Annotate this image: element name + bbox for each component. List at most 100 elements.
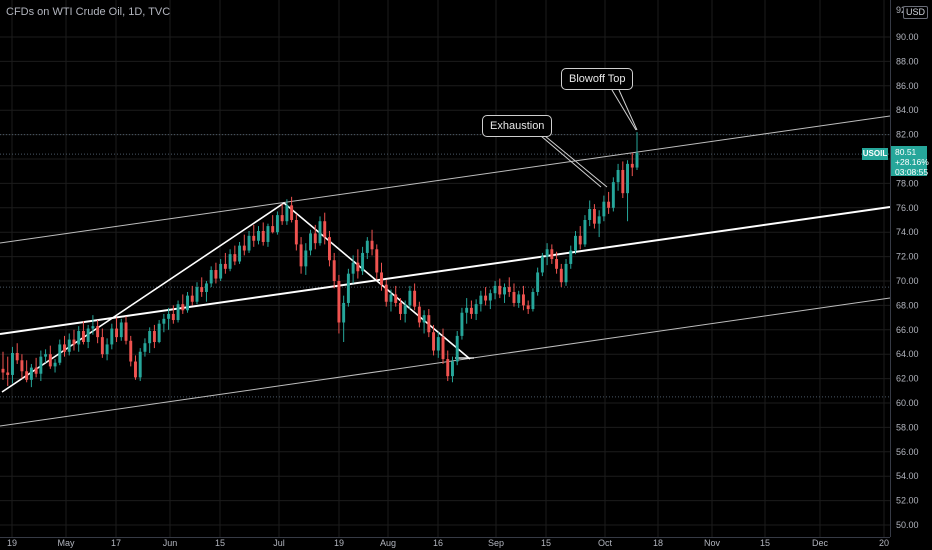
candle-body	[630, 163, 634, 168]
candle-body	[34, 367, 38, 374]
candle-body	[143, 343, 147, 352]
candle-body	[81, 331, 85, 342]
exhaustion-pointer	[540, 135, 602, 188]
bar-countdown: 03:08:55	[895, 167, 929, 177]
candle-body	[209, 270, 213, 284]
x-tick-label: 15	[760, 538, 770, 548]
candle-body	[1, 368, 5, 373]
candle-body	[616, 169, 620, 183]
y-tick-label: 90.00	[896, 32, 919, 42]
candle-body	[323, 221, 327, 238]
candle-body	[512, 291, 516, 303]
candle-body	[162, 318, 166, 324]
y-tick-label: 62.00	[896, 374, 919, 384]
symbol-price-label: USOIL	[862, 148, 888, 160]
x-tick-label: 15	[541, 538, 551, 548]
x-tick-label: Oct	[598, 538, 613, 548]
candle-body	[398, 302, 402, 314]
symbol-title[interactable]: CFDs on WTI Crude Oil, 1D, TVC	[6, 6, 171, 18]
candle-body	[134, 361, 137, 378]
candle-body	[380, 272, 383, 285]
candle-body	[417, 306, 421, 323]
candle-body	[361, 252, 365, 272]
x-tick-label: Jul	[273, 538, 285, 548]
candle-body	[507, 287, 511, 292]
candle-body	[280, 215, 284, 222]
x-tick-label: 16	[433, 538, 443, 548]
candle-body	[451, 361, 454, 377]
candle-body	[257, 230, 260, 241]
mid-channel-line	[0, 206, 891, 335]
x-tick-label: 19	[334, 538, 344, 548]
candle-body	[157, 323, 161, 342]
candle-body	[247, 235, 251, 251]
candle-body	[564, 263, 568, 283]
candle-body	[574, 235, 577, 251]
x-tick-label: Nov	[704, 538, 721, 548]
candle-body	[48, 354, 52, 367]
candle-body	[223, 263, 227, 269]
candle-body	[186, 295, 189, 311]
candle-body	[550, 249, 554, 260]
candle-body	[261, 230, 265, 242]
candle-body	[124, 322, 128, 341]
candle-body	[29, 367, 33, 380]
candle-body	[432, 332, 436, 351]
candle-body	[517, 294, 521, 303]
candle-body	[484, 295, 488, 301]
x-tick-label: Dec	[812, 538, 829, 548]
y-tick-label: 54.00	[896, 471, 919, 481]
candle-body	[214, 270, 218, 279]
x-tick-label: Sep	[488, 538, 504, 548]
candle-body	[578, 235, 582, 245]
blowoff-pointer	[618, 89, 638, 131]
candle-body	[370, 240, 374, 250]
current-price-badge: 80.51 +28.16% 03:08:55	[891, 146, 929, 177]
current-price: 80.51	[895, 147, 917, 157]
candle-body	[91, 326, 95, 329]
candle-body	[6, 372, 10, 375]
y-tick-label: 78.00	[896, 178, 919, 188]
candle-body	[394, 294, 398, 303]
y-tick-label: 58.00	[896, 422, 919, 432]
candle-body	[503, 287, 506, 295]
candle-body	[228, 254, 232, 269]
candle-body	[86, 328, 90, 342]
candle-body	[271, 226, 275, 233]
candle-body	[460, 312, 464, 336]
exhaustion-callout[interactable]: Exhaustion	[482, 115, 553, 137]
y-tick-label: 88.00	[896, 56, 919, 66]
candle-body	[299, 244, 303, 267]
candle-body	[115, 328, 119, 338]
candle-body	[626, 163, 630, 194]
currency-badge[interactable]: USD	[903, 6, 929, 19]
candle-body	[204, 283, 208, 292]
y-tick-label: 64.00	[896, 349, 919, 359]
candle-body	[337, 281, 341, 323]
candle-body	[58, 344, 62, 363]
candle-body	[588, 209, 592, 220]
candle-body	[15, 352, 19, 361]
candle-body	[384, 284, 388, 302]
y-tick-label: 84.00	[896, 105, 919, 115]
y-tick-label: 50.00	[896, 520, 919, 530]
candle-body	[332, 260, 336, 281]
blowoff-top-callout[interactable]: Blowoff Top	[561, 68, 634, 90]
candle-body	[521, 294, 525, 306]
x-tick-label: 17	[111, 538, 121, 548]
candle-body	[597, 216, 601, 224]
price-change: +28.16%	[895, 157, 929, 167]
candle-body	[342, 302, 346, 323]
candle-body	[10, 352, 14, 375]
candle-body	[138, 351, 142, 378]
candle-body	[327, 237, 331, 261]
candle-body	[365, 240, 369, 253]
candle-body	[318, 221, 322, 244]
x-tick-label: 18	[653, 538, 663, 548]
candle-body	[446, 359, 450, 377]
candle-body	[275, 215, 279, 233]
candle-body	[171, 313, 175, 321]
candle-body	[152, 331, 156, 342]
